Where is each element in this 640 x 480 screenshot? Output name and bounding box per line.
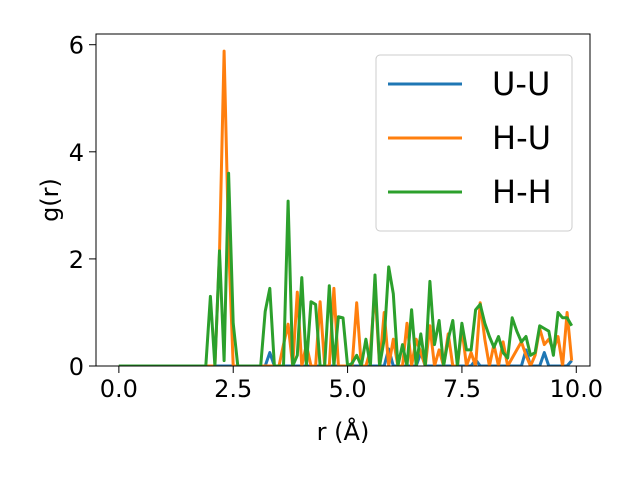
y-tick-label: 4: [69, 139, 84, 167]
legend: U-U H-U H-H: [375, 54, 573, 232]
legend-box: [375, 54, 573, 232]
y-tick-label: 6: [69, 32, 84, 60]
x-tick-label: 10.0: [550, 375, 603, 403]
legend-label-h-h: H-H: [492, 173, 552, 211]
y-tick-label: 0: [69, 353, 84, 381]
series-line-u-u: [118, 347, 573, 366]
x-tick-label: 5.0: [328, 375, 366, 403]
x-tick-label: 0.0: [100, 375, 138, 403]
y-tick-label: 2: [69, 246, 84, 274]
y-axis-label: g(r): [36, 178, 64, 222]
legend-label-u-u: U-U: [492, 65, 550, 103]
plot-frame: [95, 33, 591, 367]
x-axis-label: r (Å): [317, 417, 370, 446]
x-tick-label: 2.5: [214, 375, 252, 403]
axes: 0.0 2.5 5.0 7.5 10.0 0 2 4 6: [69, 32, 603, 403]
x-tick-label: 7.5: [443, 375, 481, 403]
series-line-h-h: [118, 171, 574, 366]
legend-label-h-u: H-U: [492, 119, 551, 157]
plot-area: [118, 49, 574, 366]
